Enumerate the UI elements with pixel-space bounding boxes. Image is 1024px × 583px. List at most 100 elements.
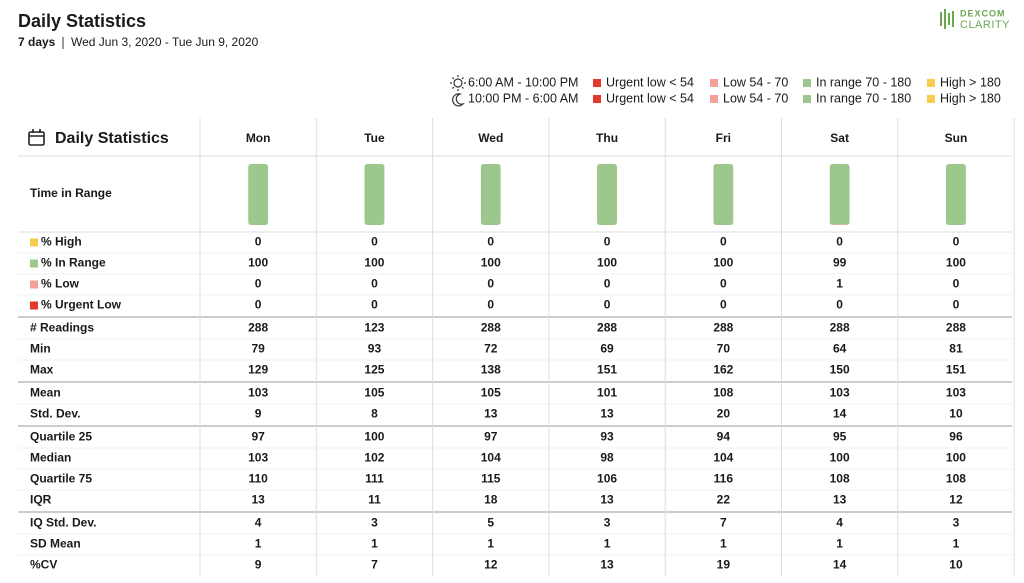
day-header: Sat	[830, 131, 849, 145]
group-separator	[18, 381, 1012, 383]
sun-icon	[450, 75, 466, 91]
time-in-range-segment	[829, 164, 850, 225]
time-in-range-segment	[713, 164, 734, 225]
calendar-lines	[29, 129, 44, 137]
row-label: IQ Std. Dev.	[30, 516, 96, 530]
moon-icon	[452, 93, 466, 107]
calendar-icon	[28, 129, 45, 146]
legend-period: 10:00 PM - 6:00 AM	[468, 91, 578, 105]
cell-value: 0	[604, 277, 611, 291]
cell-value: 1	[953, 537, 960, 551]
cell-value: 13	[833, 493, 847, 507]
period: 7 days	[18, 35, 56, 49]
time-in-range-segment	[945, 164, 966, 225]
cell-value: 7	[371, 558, 378, 572]
cell-value: 288	[830, 321, 850, 335]
row-label: SD Mean	[30, 537, 81, 551]
legend-swatch	[710, 95, 718, 103]
row-label: Quartile 25	[30, 430, 92, 444]
legend-swatch	[593, 95, 601, 103]
row-label: % Urgent Low	[41, 298, 122, 312]
cell-value: 0	[255, 277, 262, 291]
cell-value: 288	[597, 321, 617, 335]
cell-value: 108	[946, 472, 966, 486]
cell-value: 1	[255, 537, 262, 551]
cell-value: 93	[368, 342, 382, 356]
cell-value: 288	[481, 321, 501, 335]
cell-value: 0	[953, 298, 960, 312]
time-in-range-segment	[829, 224, 850, 225]
cell-value: 104	[713, 451, 733, 465]
cell-value: 95	[833, 430, 847, 444]
row-swatch	[30, 238, 38, 247]
row-label: Mean	[30, 386, 61, 400]
row-swatch	[30, 301, 38, 310]
cell-value: 13	[251, 493, 265, 507]
cell-value: 0	[487, 298, 494, 312]
cell-value: 81	[949, 342, 963, 356]
cell-value: 288	[713, 321, 733, 335]
group-separator	[18, 511, 1012, 513]
logo-brand: DEXCOM	[960, 8, 1006, 18]
cell-value: 1	[371, 537, 378, 551]
cell-value: 0	[371, 298, 378, 312]
cell-value: 100	[248, 256, 268, 270]
cell-value: 103	[946, 386, 966, 400]
cell-value: 4	[255, 516, 262, 530]
cell-value: 97	[251, 430, 265, 444]
cell-value: 0	[255, 235, 262, 249]
cell-value: 7	[720, 516, 727, 530]
day-header: Mon	[246, 131, 271, 145]
cell-value: 100	[481, 256, 501, 270]
row-label: %CV	[30, 558, 57, 572]
row-label: Min	[30, 342, 51, 356]
cell-value: 100	[713, 256, 733, 270]
legend-swatch	[593, 79, 601, 87]
cell-value: 1	[836, 537, 843, 551]
sun-rays	[450, 75, 466, 91]
cell-value: 115	[481, 472, 501, 486]
row-label: Quartile 75	[30, 472, 92, 486]
cell-value: 70	[717, 342, 731, 356]
cell-value: 125	[364, 363, 384, 377]
cell-value: 0	[255, 298, 262, 312]
cell-value: 94	[717, 430, 731, 444]
logo: DEXCOM CLARITY	[940, 8, 1010, 31]
cell-value: 100	[830, 451, 850, 465]
cell-value: 102	[364, 451, 384, 465]
cell-value: 22	[717, 493, 731, 507]
cell-value: 10	[949, 407, 963, 421]
legend-period: 6:00 AM - 10:00 PM	[468, 75, 578, 89]
cell-value: 64	[833, 342, 847, 356]
cell-value: 12	[949, 493, 963, 507]
cell-value: 3	[604, 516, 611, 530]
time-in-range-segment	[248, 164, 269, 225]
cell-value: 100	[946, 256, 966, 270]
row-label: Std. Dev.	[30, 407, 80, 421]
cell-value: 14	[833, 558, 847, 572]
time-in-range-segment	[364, 164, 385, 225]
cell-value: 13	[600, 407, 614, 421]
cell-value: 100	[364, 256, 384, 270]
day-header: Tue	[364, 131, 385, 145]
date-range: Wed Jun 3, 2020 - Tue Jun 9, 2020	[71, 35, 259, 49]
cell-value: 69	[600, 342, 614, 356]
cell-value: 103	[830, 386, 850, 400]
cell-value: 151	[597, 363, 617, 377]
row-label: # Readings	[30, 321, 94, 335]
row-label: % In Range	[41, 256, 106, 270]
logo-bar	[940, 12, 942, 26]
time-in-range-segment	[597, 164, 618, 225]
cell-value: 116	[714, 472, 734, 486]
cell-value: 0	[953, 235, 960, 249]
row-label: IQR	[30, 493, 52, 507]
row-swatch	[30, 259, 38, 268]
legend-swatch	[710, 79, 718, 87]
cell-value: 0	[604, 235, 611, 249]
cell-value: 0	[836, 298, 843, 312]
row-label: % Low	[41, 277, 80, 291]
row-swatch	[30, 280, 38, 289]
cell-value: 20	[717, 407, 731, 421]
cell-value: 19	[717, 558, 731, 572]
cell-value: 8	[371, 407, 378, 421]
